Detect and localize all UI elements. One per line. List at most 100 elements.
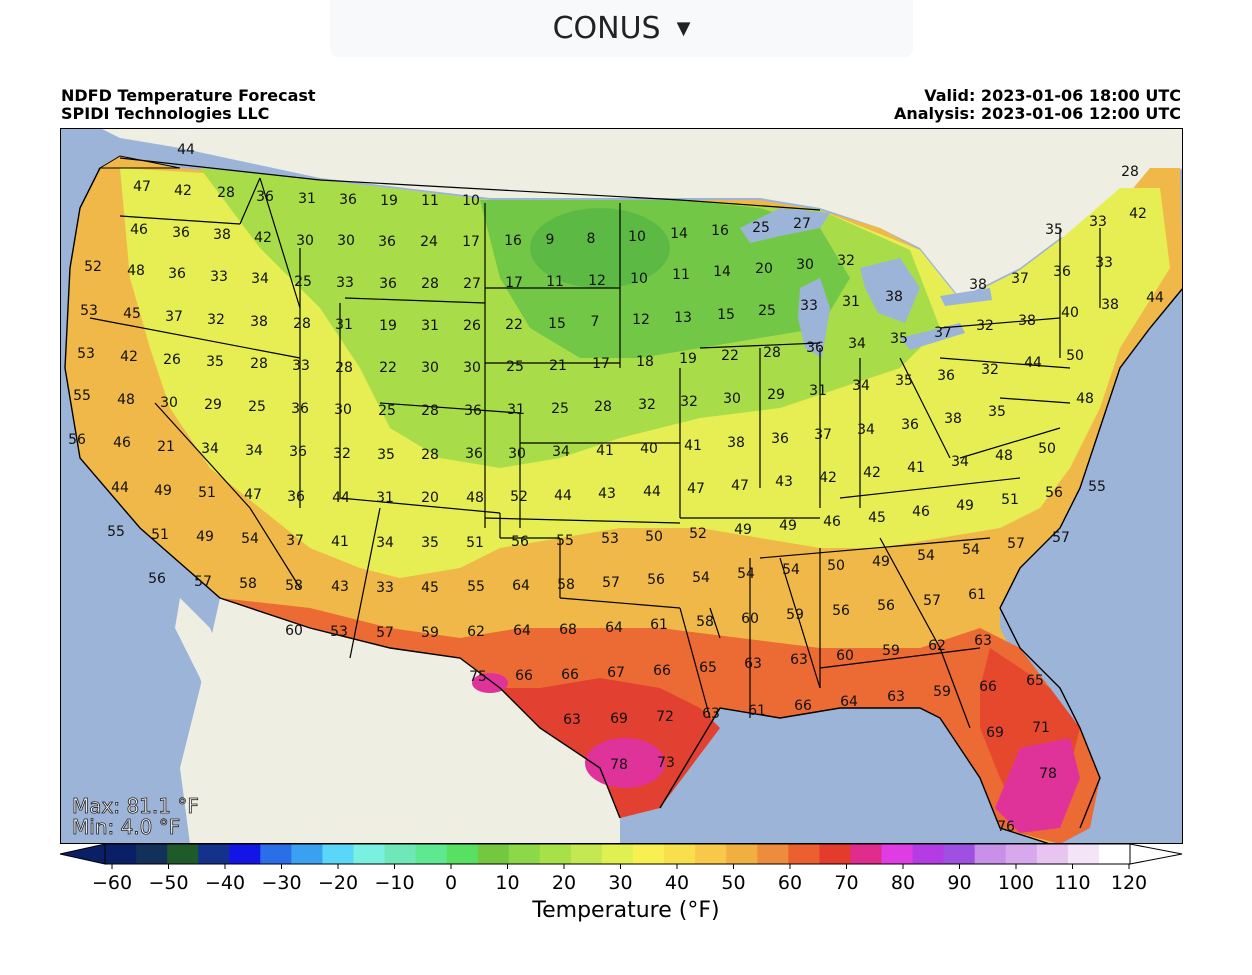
temperature-label: 50: [645, 529, 663, 545]
colorbar-tick-label: 40: [665, 872, 689, 892]
temperature-label: 12: [632, 312, 650, 328]
temperature-label: 19: [379, 318, 397, 334]
temperature-label: 15: [548, 316, 566, 332]
temperature-label: 15: [717, 307, 735, 323]
temperature-label: 43: [598, 486, 616, 502]
temperature-label: 31: [809, 383, 827, 399]
colorbar-frame: [104, 843, 1131, 865]
temperature-label: 32: [976, 318, 994, 334]
colorbar-cell: [415, 844, 448, 864]
temperature-label: 37: [814, 427, 832, 443]
temperature-label: 69: [610, 711, 628, 727]
temperature-label: 30: [508, 446, 526, 462]
temperature-label: 25: [248, 399, 266, 415]
temperature-label: 14: [670, 226, 688, 242]
temperature-label: 53: [77, 346, 95, 362]
temperature-label: 64: [605, 620, 623, 636]
temperature-label: 63: [702, 706, 720, 722]
temperature-label: 66: [653, 663, 671, 679]
temperature-label: 28: [594, 399, 612, 415]
colorbar-cell: [167, 844, 199, 864]
temperature-label: 11: [672, 267, 690, 283]
colorbar-cell: [633, 844, 665, 864]
temperature-label: 29: [204, 397, 222, 413]
temperature-label: 28: [335, 360, 353, 376]
temperature-label: 33: [210, 269, 228, 285]
lake-superior: [740, 208, 830, 243]
temperature-label: 36: [464, 403, 482, 419]
temperature-label: 33: [800, 298, 818, 314]
temperature-label: 36: [172, 225, 190, 241]
lake-huron: [860, 258, 920, 323]
temperature-label: 50: [1066, 348, 1084, 364]
temperature-label: 47: [244, 487, 262, 503]
temperature-label: 30: [796, 257, 814, 273]
temperature-label: 31: [507, 402, 525, 418]
temperature-label: 36: [379, 276, 397, 292]
analysis-time: Analysis: 2023-01-06 12:00 UTC: [893, 104, 1181, 123]
temperature-label: 31: [842, 294, 860, 310]
colorbar-cell: [943, 844, 976, 864]
temperature-label: 28: [421, 447, 439, 463]
temperature-label: 26: [463, 318, 481, 334]
colorbar-max-extension: [1129, 843, 1183, 865]
temperature-label: 51: [151, 527, 169, 543]
temperature-label: 59: [882, 643, 900, 659]
colorbar-cell: [1005, 844, 1038, 864]
temperature-label: 28: [763, 345, 781, 361]
temperature-label: 25: [506, 359, 524, 375]
temperature-label: 30: [337, 233, 355, 249]
temperature-label: 38: [1101, 297, 1119, 313]
region-selector[interactable]: CONUS ▼: [330, 0, 913, 57]
colorbar-tick-label: 90: [947, 872, 971, 892]
lake-michigan: [798, 278, 830, 358]
temperature-label: 47: [731, 478, 749, 494]
temperature-label: 35: [421, 535, 439, 551]
temperature-label: 10: [628, 229, 646, 245]
temperature-label: 7: [591, 314, 600, 330]
valid-time: Valid: 2023-01-06 18:00 UTC: [924, 86, 1181, 105]
temperature-label: 66: [515, 668, 533, 684]
temperature-label: 51: [198, 485, 216, 501]
temperature-label: 42: [863, 465, 881, 481]
temperature-label: 57: [1052, 530, 1070, 546]
temperature-label: 56: [148, 571, 166, 587]
temperature-label: 46: [823, 514, 841, 530]
colorbar-cell: [105, 844, 137, 864]
map-title: NDFD Temperature Forecast: [61, 86, 316, 105]
temperature-label: 25: [752, 220, 770, 236]
temperature-label: 30: [160, 395, 178, 411]
temperature-label: 54: [241, 531, 259, 547]
temperature-label: 48: [995, 448, 1013, 464]
temperature-label: 47: [133, 179, 151, 195]
temperature-label: 61: [650, 617, 668, 633]
temperature-label: 55: [556, 533, 574, 549]
colorbar-cell: [570, 844, 603, 864]
temperature-label: 21: [549, 358, 567, 374]
temperature-label: 43: [775, 474, 793, 490]
temperature-label: 63: [563, 712, 581, 728]
colorbar-cell: [788, 844, 820, 864]
temperature-label: 53: [80, 303, 98, 319]
temperature-label: 50: [827, 558, 845, 574]
temperature-label: 66: [561, 667, 579, 683]
colorbar-cell: [819, 844, 851, 864]
colorbar-cell: [508, 844, 541, 864]
temperature-label: 48: [1076, 391, 1094, 407]
temperature-label: 58: [557, 577, 575, 593]
temperature-label: 61: [968, 587, 986, 603]
temperature-label: 41: [596, 443, 614, 459]
colorbar-tick-label: 120: [1111, 872, 1147, 892]
temperature-label: 62: [467, 624, 485, 640]
colorbar-cell: [912, 844, 945, 864]
map-header-left: NDFD Temperature Forecast SPIDI Technolo…: [61, 87, 316, 123]
temperature-label: 55: [73, 388, 91, 404]
temperature-label: 33: [292, 358, 310, 374]
temperature-label: 65: [699, 660, 717, 676]
lake-erie: [900, 323, 965, 350]
colorbar-tick-label: −40: [205, 872, 245, 892]
temperature-label: 41: [907, 460, 925, 476]
temperature-label: 17: [462, 234, 480, 250]
colorbar-cell: [260, 844, 292, 864]
temperature-label: 54: [917, 548, 935, 564]
